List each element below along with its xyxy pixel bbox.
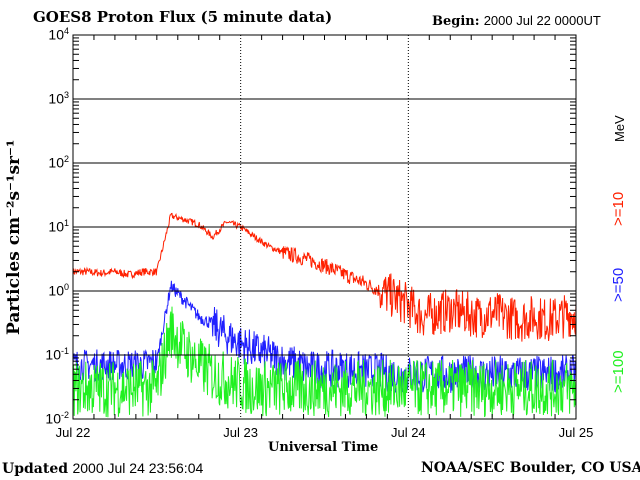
y-tick-exp: 3 xyxy=(63,90,69,100)
x-tick-label: Jul 24 xyxy=(390,425,426,440)
updated-value: 2000 Jul 24 23:56:04 xyxy=(72,460,204,476)
y-tick-label: 100 xyxy=(41,282,69,299)
y-tick-label: 101 xyxy=(41,218,69,235)
y-tick-base: 10 xyxy=(48,282,64,299)
y-tick-exp: 0 xyxy=(63,282,69,292)
x-tick-label: Jul 22 xyxy=(55,425,91,440)
x-axis-label: Universal Time xyxy=(268,440,379,455)
series-line-ge10 xyxy=(72,212,577,342)
y-tick-exp: 2 xyxy=(63,154,69,164)
begin-time: Begin: 2000 Jul 22 0000UT xyxy=(432,13,601,29)
y-tick-base: 10 xyxy=(48,26,64,43)
credit: NOAA/SEC Boulder, CO USA xyxy=(421,460,640,476)
y-tick-base: 10 xyxy=(48,218,64,235)
y-tick-exp: -1 xyxy=(60,346,69,356)
y-tick-exp: 4 xyxy=(63,26,69,36)
series-line-ge50 xyxy=(72,280,577,394)
updated-time: Updated 2000 Jul 24 23:56:04 xyxy=(2,460,203,477)
y-tick-base: 10 xyxy=(45,346,61,363)
y-axis-label: Particles cm⁻²s⁻¹sr⁻¹ xyxy=(4,139,24,335)
y-tick-base: 10 xyxy=(45,410,61,427)
y-tick-base: 10 xyxy=(48,90,64,107)
legend-100mev: >=100 xyxy=(610,350,627,393)
y-tick-label: 10-1 xyxy=(41,346,69,363)
begin-label: Begin: xyxy=(432,14,480,29)
legend-mev-unit: MeV xyxy=(612,115,627,142)
x-tick-label: Jul 23 xyxy=(223,425,258,440)
legend-10mev: >=10 xyxy=(610,191,627,226)
legend-50mev: >=50 xyxy=(610,267,627,302)
y-tick-exp: -2 xyxy=(60,410,69,420)
y-tick-label: 102 xyxy=(41,154,69,171)
y-tick-base: 10 xyxy=(48,154,64,171)
updated-label: Updated xyxy=(2,461,69,477)
y-tick-exp: 1 xyxy=(63,218,69,228)
x-tick-label: Jul 25 xyxy=(558,425,594,440)
chart-title: GOES8 Proton Flux (5 minute data) xyxy=(33,8,333,26)
y-tick-label: 104 xyxy=(41,26,69,43)
y-tick-label: 103 xyxy=(41,90,69,107)
begin-value: 2000 Jul 22 0000UT xyxy=(483,13,601,28)
y-tick-label: 10-2 xyxy=(41,410,69,427)
